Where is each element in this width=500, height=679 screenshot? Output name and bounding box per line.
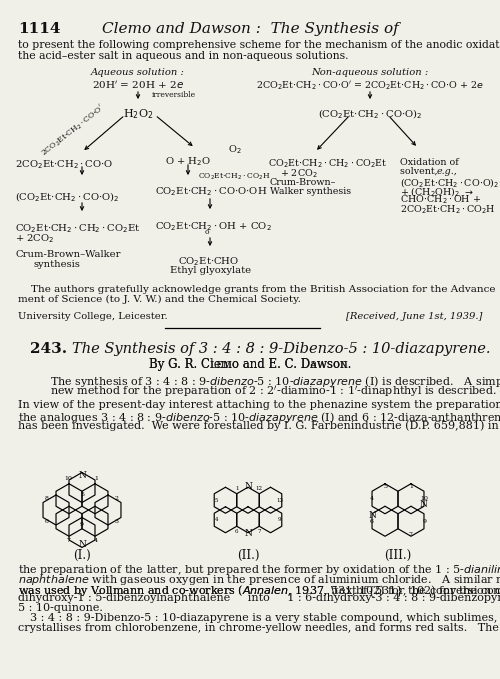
Text: CO$_2$Et$\cdot$CH$_2\cdot$CO$_2$H: CO$_2$Et$\cdot$CH$_2\cdot$CO$_2$H bbox=[198, 172, 270, 183]
Text: 5: 5 bbox=[383, 483, 387, 488]
Text: The authors gratefully acknowledge grants from the British Association for the A: The authors gratefully acknowledge grant… bbox=[18, 285, 496, 294]
Text: (CO$_2$Et$\cdot$CH$_2\cdot$CO$\cdot$O)$_2$: (CO$_2$Et$\cdot$CH$_2\cdot$CO$\cdot$O)$_… bbox=[400, 176, 499, 189]
Text: has been investigated.  We were forestalled by I. G. Farbenindustrie (D.P. 659,8: has been investigated. We were forestall… bbox=[18, 420, 499, 430]
Text: By G. R. Cʟᴇᴍᴏ and E. C. Dᴀᴡѕᴏɴ.: By G. R. Cʟᴇᴍᴏ and E. C. Dᴀᴡѕᴏɴ. bbox=[149, 358, 351, 371]
Text: CO$_2$Et$\cdot$CH$_2\cdot$OH + CO$_2$: CO$_2$Et$\cdot$CH$_2\cdot$OH + CO$_2$ bbox=[155, 220, 272, 233]
Text: University College, Leicester.: University College, Leicester. bbox=[18, 312, 168, 321]
Text: Walker synthesis: Walker synthesis bbox=[270, 187, 351, 196]
Text: ment of Science (to J. V. W.) and the Chemical Society.: ment of Science (to J. V. W.) and the Ch… bbox=[18, 295, 301, 304]
Text: N: N bbox=[420, 500, 428, 509]
Text: 5: 5 bbox=[214, 498, 218, 502]
Text: 2CO$_2$Et$\cdot$CH$_2\cdot$CO$\cdot$O: 2CO$_2$Et$\cdot$CH$_2\cdot$CO$\cdot$O bbox=[15, 158, 114, 171]
Text: dihydroxy-1 : 5-dibenzoylnaphthalene     into     1 : 6-dihydroxy-3 : 4 : 8 : 9-: dihydroxy-1 : 5-dibenzoylnaphthalene int… bbox=[18, 593, 500, 603]
Text: 7: 7 bbox=[258, 529, 261, 534]
Text: Ethyl glyoxylate: Ethyl glyoxylate bbox=[170, 266, 251, 275]
Text: was used by Vollmann and co-workers ($\it{Annalen}$, 1937, 531, 102) for the con: was used by Vollmann and co-workers ($\i… bbox=[18, 583, 500, 598]
Text: O + H$_2$O: O + H$_2$O bbox=[165, 155, 211, 168]
Text: solvent,: solvent, bbox=[400, 167, 440, 176]
Text: irreversible: irreversible bbox=[152, 91, 196, 99]
Text: 4: 4 bbox=[370, 496, 374, 501]
Text: 8: 8 bbox=[45, 496, 49, 501]
Text: H$_2$O$_2$: H$_2$O$_2$ bbox=[123, 107, 153, 121]
Text: 9: 9 bbox=[80, 523, 84, 528]
Text: 3 : 4 : 8 : 9-Dibenzo-5 : 10-diazapyrene is a very stable compound, which sublim: 3 : 4 : 8 : 9-Dibenzo-5 : 10-diazapyrene… bbox=[30, 613, 500, 623]
Text: 10: 10 bbox=[420, 496, 428, 501]
Text: 9: 9 bbox=[278, 517, 281, 522]
Text: Crum-Brown–: Crum-Brown– bbox=[270, 178, 336, 187]
Text: 2CO$_2$Et$\cdot$CH$_2\cdot$CO$_2$H: 2CO$_2$Et$\cdot$CH$_2\cdot$CO$_2$H bbox=[400, 203, 496, 215]
Text: 1: 1 bbox=[235, 486, 238, 491]
Text: CHO$\cdot$CH$_2\cdot$OH +: CHO$\cdot$CH$_2\cdot$OH + bbox=[400, 194, 481, 206]
Text: 2: 2 bbox=[115, 496, 119, 501]
Text: The Synthesis of 3 : 4 : 8 : 9-Dibenzo-5 : 10-diazapyrene.: The Synthesis of 3 : 4 : 8 : 9-Dibenzo-5… bbox=[72, 342, 490, 356]
Text: 4: 4 bbox=[214, 517, 218, 522]
Text: the analogues 3 : 4 : 8 : 9-$\it{dibenzo}$-5 : 10-$\it{diazapyrene}$ (I) and 6 :: the analogues 3 : 4 : 8 : 9-$\it{dibenzo… bbox=[18, 410, 500, 425]
Text: 7: 7 bbox=[66, 538, 70, 543]
Text: 9: 9 bbox=[422, 519, 426, 524]
Text: CO$_2$Et$\cdot$CHO: CO$_2$Et$\cdot$CHO bbox=[178, 255, 239, 268]
Text: CO$_2$Et$\cdot$CH$_2\cdot$CH$_2\cdot$CO$_2$Et: CO$_2$Et$\cdot$CH$_2\cdot$CH$_2\cdot$CO$… bbox=[268, 158, 388, 170]
Text: Non-aqueous solution :: Non-aqueous solution : bbox=[312, 68, 428, 77]
Text: N: N bbox=[244, 529, 252, 538]
Text: the acid–ester salt in aqueous and in non-aqueous solutions.: the acid–ester salt in aqueous and in no… bbox=[18, 51, 348, 61]
Text: [Received, June 1st, 1939.]: [Received, June 1st, 1939.] bbox=[346, 312, 482, 321]
Text: (III.): (III.) bbox=[384, 549, 411, 562]
Text: new method for the preparation of 2 : 2$'$-diamino-1 : 1$'$-dinaphthyl is descri: new method for the preparation of 2 : 2$… bbox=[50, 384, 497, 399]
Text: By G. R. Clemo and E. C. Dawson.: By G. R. Clemo and E. C. Dawson. bbox=[149, 358, 351, 371]
Text: (II.): (II.) bbox=[237, 549, 259, 562]
Text: 4: 4 bbox=[94, 538, 98, 543]
Text: o: o bbox=[205, 228, 209, 236]
Text: the preparation of the latter, but prepared the former by oxidation of the 1 : 5: the preparation of the latter, but prepa… bbox=[18, 563, 500, 577]
Text: 6: 6 bbox=[45, 519, 49, 524]
Text: Crum-Brown–Walker: Crum-Brown–Walker bbox=[15, 250, 120, 259]
Text: 1: 1 bbox=[409, 483, 413, 488]
Text: N: N bbox=[78, 540, 86, 549]
Text: crystallises from chlorobenzene, in chrome-yellow needles, and forms red salts. : crystallises from chlorobenzene, in chro… bbox=[18, 623, 500, 633]
Text: + (CH$_2$OH)$_2$ $\rightarrow$: + (CH$_2$OH)$_2$ $\rightarrow$ bbox=[400, 185, 473, 198]
Text: 6: 6 bbox=[370, 519, 374, 524]
Text: (CO$_2$Et$\cdot$CH$_2\cdot$CO$\cdot$O)$_2$: (CO$_2$Et$\cdot$CH$_2\cdot$CO$\cdot$O)$_… bbox=[318, 107, 422, 121]
Text: 5 : 10-quinone.: 5 : 10-quinone. bbox=[18, 603, 103, 613]
Text: 243.: 243. bbox=[30, 342, 67, 356]
Text: 7: 7 bbox=[409, 532, 413, 536]
Text: N: N bbox=[244, 482, 252, 491]
Text: + 2CO$_2$: + 2CO$_2$ bbox=[280, 168, 318, 181]
Text: 2CO$_2$Et$\cdot$CH$_2\cdot$CO$\cdot$O$'$: 2CO$_2$Et$\cdot$CH$_2\cdot$CO$\cdot$O$'$ bbox=[38, 101, 108, 159]
Text: O$_2$: O$_2$ bbox=[228, 143, 241, 155]
Text: 10: 10 bbox=[64, 477, 72, 481]
Text: 5: 5 bbox=[80, 492, 84, 498]
Text: CO$_2$Et$\cdot$CH$_2\cdot$CO$\cdot$O$\cdot$OH: CO$_2$Et$\cdot$CH$_2\cdot$CO$\cdot$O$\cd… bbox=[155, 185, 268, 198]
Text: Clemo and Dawson :  The Synthesis of: Clemo and Dawson : The Synthesis of bbox=[102, 22, 399, 36]
Text: Oxidation of: Oxidation of bbox=[400, 158, 459, 167]
Text: synthesis: synthesis bbox=[33, 260, 80, 269]
Text: e.g.,: e.g., bbox=[437, 167, 458, 176]
Text: In view of the present-day interest attaching to the phenazine system the prepar: In view of the present-day interest atta… bbox=[18, 400, 500, 410]
Text: 12: 12 bbox=[256, 486, 263, 491]
Text: 2CO$_2$Et$\cdot$CH$_2\cdot$CO$\cdot$O$'$ = 2CO$_2$Et$\cdot$CH$_2\cdot$CO$\cdot$O: 2CO$_2$Et$\cdot$CH$_2\cdot$CO$\cdot$O$'$… bbox=[256, 79, 484, 92]
Text: $\it{naphthalene}$ with gaseous oxygen in the presence of aluminium chloride.   : $\it{naphthalene}$ with gaseous oxygen i… bbox=[18, 573, 500, 587]
Text: N: N bbox=[368, 511, 376, 520]
Text: + 2CO$_2$: + 2CO$_2$ bbox=[15, 232, 54, 245]
Text: was used by Vollmann and co-workers ($\it{Annalen}$, 1937, \textbf{531}, 102) fo: was used by Vollmann and co-workers ($\i… bbox=[18, 583, 500, 599]
Text: N: N bbox=[78, 471, 86, 479]
Text: 6: 6 bbox=[235, 529, 238, 534]
Text: 13: 13 bbox=[276, 498, 283, 502]
Text: 20H$'$ = 20H + 2$e$: 20H$'$ = 20H + 2$e$ bbox=[92, 79, 184, 92]
Text: The synthesis of 3 : 4 : 8 : 9-$\it{dibenzo}$-5 : 10-$\it{diaza}$$\it{pyrene}$ (: The synthesis of 3 : 4 : 8 : 9-$\it{dibe… bbox=[50, 374, 500, 389]
Text: to present the following comprehensive scheme for the mechanism of the anodic ox: to present the following comprehensive s… bbox=[18, 40, 500, 50]
Text: 1114: 1114 bbox=[18, 22, 60, 36]
Text: 3: 3 bbox=[115, 519, 119, 524]
Text: Aqueous solution :: Aqueous solution : bbox=[91, 68, 185, 77]
Text: (I.): (I.) bbox=[73, 549, 91, 562]
Text: (CO$_2$Et$\cdot$CH$_2\cdot$CO$\cdot$O)$_2$: (CO$_2$Et$\cdot$CH$_2\cdot$CO$\cdot$O)$_… bbox=[15, 190, 120, 204]
Text: CO$_2$Et$\cdot$CH$_2\cdot$CH$_2\cdot$CO$_2$Et: CO$_2$Et$\cdot$CH$_2\cdot$CH$_2\cdot$CO$… bbox=[15, 222, 141, 235]
Text: 1: 1 bbox=[94, 477, 98, 481]
